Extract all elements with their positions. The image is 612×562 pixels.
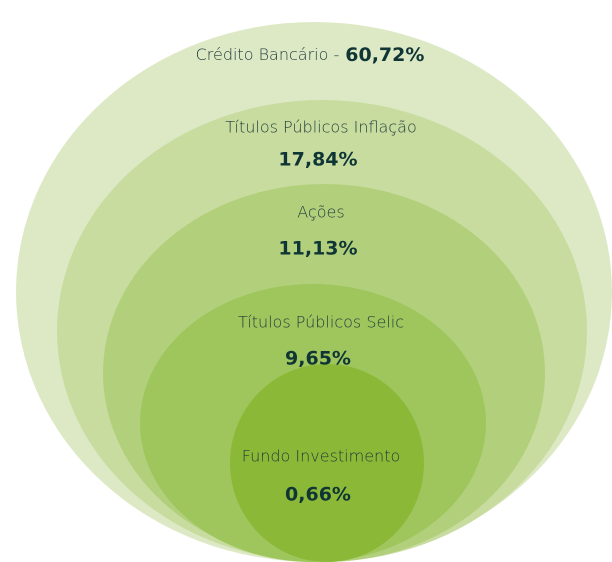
category-text: Crédito Bancário - [196,45,340,64]
category-label: Crédito Bancário - 60,72% [196,44,425,66]
category-label: Ações [297,203,344,222]
value-label: 60,72% [345,44,424,66]
category-label: Títulos Públicos Selic [238,313,404,332]
category-label: Fundo Investimento [242,447,401,466]
value-label: 11,13% [278,238,357,260]
value-label: 0,66% [285,484,351,506]
value-label: 9,65% [285,348,351,370]
ellipse [230,364,424,562]
category-label: Títulos Públicos Inflação [225,118,417,137]
value-label: 17,84% [278,149,357,171]
